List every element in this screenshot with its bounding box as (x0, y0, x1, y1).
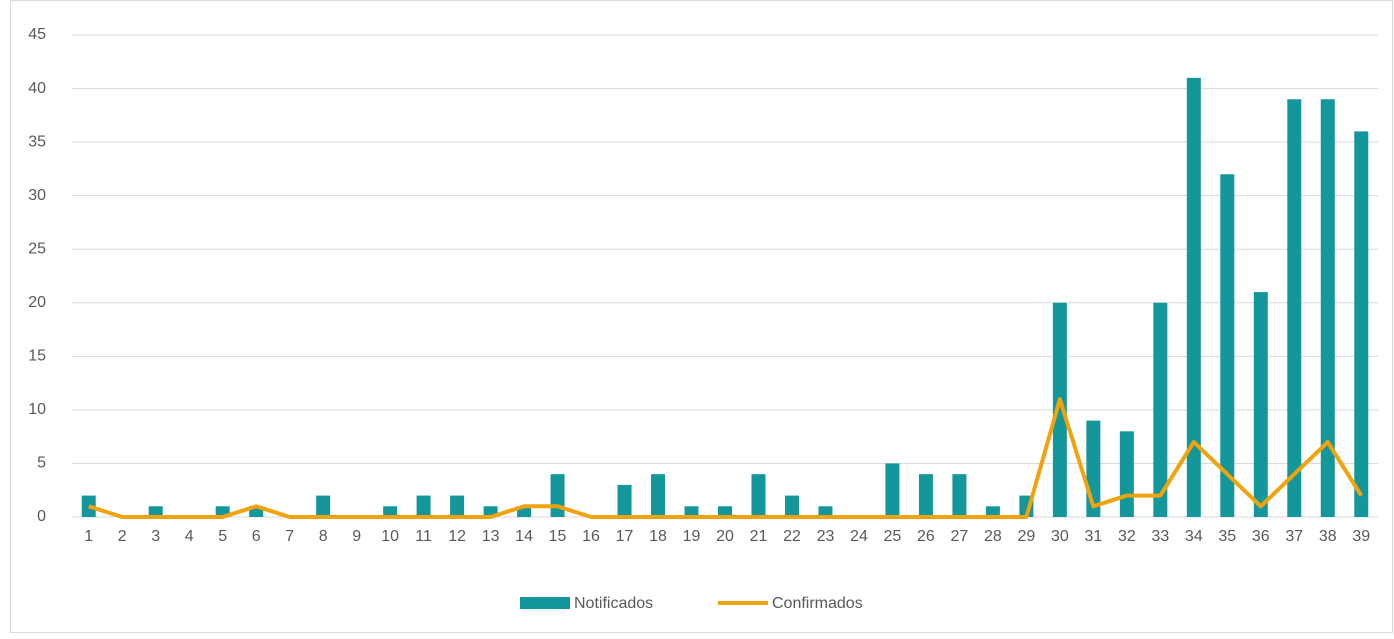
bar (1253, 292, 1268, 517)
x-tick-label: 16 (582, 528, 600, 545)
bar (718, 506, 732, 517)
bar (985, 506, 1000, 517)
y-tick-label: 25 (28, 240, 46, 257)
bar (818, 506, 833, 517)
y-tick-label: 45 (28, 26, 46, 43)
x-tick-label: 26 (917, 528, 935, 545)
bar (1354, 131, 1369, 517)
x-tick-label: 21 (750, 528, 768, 545)
x-tick-label: 36 (1252, 528, 1270, 545)
x-tick-label: 2 (118, 528, 127, 545)
y-tick-label: 10 (28, 401, 46, 418)
bar (550, 474, 565, 517)
legend-label: Notificados (574, 595, 653, 612)
x-tick-label: 25 (884, 528, 902, 545)
bar (751, 474, 766, 517)
x-tick-label: 15 (549, 528, 567, 545)
x-tick-label: 37 (1285, 528, 1303, 545)
y-tick-label: 30 (28, 187, 46, 204)
bar (885, 463, 900, 517)
legend-swatch (520, 597, 570, 609)
bar (918, 474, 933, 517)
bar (784, 495, 799, 517)
x-tick-label: 32 (1118, 528, 1136, 545)
x-tick-label: 6 (252, 528, 261, 545)
bar (952, 474, 967, 517)
bar (684, 506, 699, 517)
x-tick-label: 24 (850, 528, 868, 545)
x-tick-label: 1 (84, 528, 93, 545)
x-tick-label: 34 (1185, 528, 1203, 545)
x-tick-label: 33 (1151, 528, 1169, 545)
x-tick-label: 29 (1017, 528, 1035, 545)
x-tick-label: 7 (285, 528, 294, 545)
y-tick-label: 5 (37, 455, 46, 472)
bar (483, 506, 498, 517)
x-tick-label: 9 (352, 528, 361, 545)
x-tick-label: 20 (716, 528, 734, 545)
x-tick-label: 23 (817, 528, 835, 545)
x-tick-label: 38 (1319, 528, 1337, 545)
x-tick-label: 28 (984, 528, 1002, 545)
bar (416, 495, 431, 517)
x-tick-label: 39 (1352, 528, 1370, 545)
bar (148, 506, 163, 517)
bar (1119, 431, 1134, 517)
x-tick-label: 5 (218, 528, 227, 545)
x-tick-label: 22 (783, 528, 801, 545)
bar (1220, 174, 1235, 517)
x-tick-label: 12 (448, 528, 466, 545)
bar (1186, 77, 1201, 517)
x-tick-label: 14 (515, 528, 533, 545)
x-tick-label: 10 (381, 528, 399, 545)
x-tick-label: 31 (1084, 528, 1102, 545)
x-tick-label: 27 (951, 528, 969, 545)
y-tick-label: 15 (28, 348, 46, 365)
bar (450, 495, 465, 517)
x-tick-label: 13 (482, 528, 500, 545)
x-tick-label: 3 (151, 528, 160, 545)
x-tick-label: 11 (415, 528, 432, 545)
x-tick-label: 8 (319, 528, 328, 545)
y-tick-label: 20 (28, 294, 46, 311)
y-tick-label: 0 (37, 508, 46, 525)
x-tick-label: 19 (683, 528, 701, 545)
bar (1153, 302, 1168, 517)
bar (316, 495, 331, 517)
line (88, 397, 1363, 519)
x-tick-label: 4 (185, 528, 194, 545)
y-tick-label: 35 (28, 133, 46, 150)
x-tick-label: 30 (1051, 528, 1069, 545)
bar (1287, 99, 1302, 518)
x-tick-label: 18 (649, 528, 667, 545)
legend-label: Confirmados (772, 595, 863, 612)
bar (617, 484, 632, 517)
bar (1052, 302, 1067, 517)
y-tick-label: 40 (28, 80, 46, 97)
bar (249, 506, 264, 517)
bar (215, 506, 230, 517)
bar (383, 506, 398, 517)
bar (651, 474, 666, 517)
x-tick-label: 35 (1218, 528, 1236, 545)
x-tick-label: 17 (616, 528, 634, 545)
bar (1320, 99, 1335, 518)
bar (517, 506, 532, 517)
